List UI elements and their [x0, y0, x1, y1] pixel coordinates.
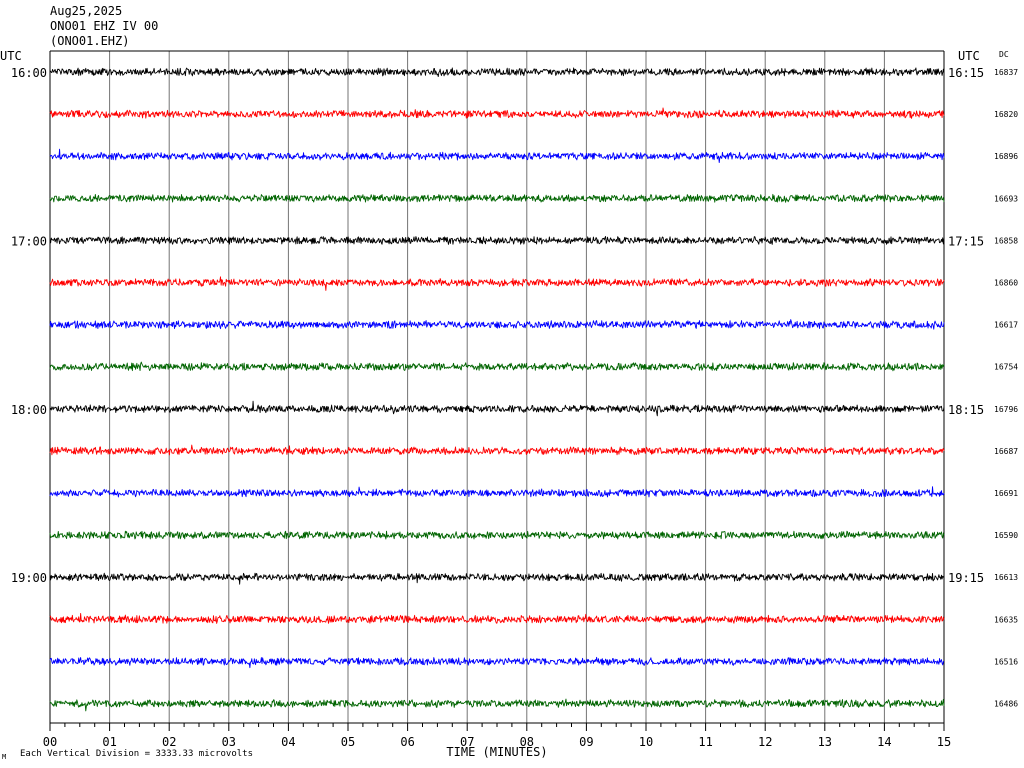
dc-value-1730: 16617	[994, 321, 1018, 330]
dc-header-label: DC	[999, 50, 1009, 59]
left-axis-label: UTC	[0, 49, 22, 63]
hour-label-right-1: 17:15	[948, 234, 984, 248]
right-axis-label: UTC	[958, 49, 980, 63]
dc-value-1915: 16635	[994, 615, 1018, 624]
division-note: Each Vertical Division = 3333.33 microvo…	[20, 749, 253, 759]
dc-value-1900: 16613	[994, 573, 1018, 582]
trace-1815	[49, 444, 945, 456]
hour-label-right-0: 16:15	[948, 66, 984, 80]
trace-1615	[49, 107, 945, 119]
trace-1945	[49, 698, 945, 712]
trace-1730	[49, 319, 945, 330]
hour-label-left-1: 17:00	[11, 234, 47, 248]
dc-value-1645: 16693	[994, 194, 1018, 203]
x-tick-label-02: 02	[162, 735, 176, 749]
x-tick-label-00: 00	[43, 735, 57, 749]
dc-value-1845: 16590	[994, 531, 1018, 540]
footer-mark: M	[2, 753, 7, 761]
x-tick-label-09: 09	[579, 735, 593, 749]
dc-value-1600: 16837	[994, 68, 1018, 77]
dc-value-1615: 16820	[994, 110, 1018, 119]
x-tick-label-13: 13	[818, 735, 832, 749]
dc-value-1945: 16486	[994, 700, 1018, 709]
station-label: ONO01 EHZ IV 00	[50, 19, 159, 33]
dc-value-1830: 16691	[994, 489, 1018, 498]
trace-1800	[49, 400, 945, 417]
x-tick-label-04: 04	[281, 735, 295, 749]
trace-1915	[49, 613, 945, 624]
x-tick-label-14: 14	[877, 735, 891, 749]
trace-1845	[49, 530, 945, 540]
trace-1745	[49, 361, 945, 372]
trace-1700	[49, 236, 945, 245]
x-tick-label-07: 07	[460, 735, 474, 749]
x-tick-label-10: 10	[639, 735, 653, 749]
hour-label-left-0: 16:00	[11, 66, 47, 80]
dc-value-1700: 16858	[994, 236, 1018, 245]
hour-label-right-2: 18:15	[948, 403, 984, 417]
trace-1600	[49, 67, 945, 78]
dc-value-1745: 16754	[994, 363, 1018, 372]
dc-value-1930: 16516	[994, 657, 1018, 666]
dc-value-1815: 16687	[994, 447, 1018, 456]
x-tick-label-01: 01	[102, 735, 116, 749]
x-tick-label-06: 06	[400, 735, 414, 749]
trace-1630	[49, 148, 945, 163]
x-tick-label-08: 08	[520, 735, 534, 749]
x-axis-label: TIME (MINUTES)	[446, 745, 547, 759]
trace-1715	[49, 276, 945, 291]
date-label: Aug25,2025	[50, 4, 123, 18]
hour-label-right-3: 19:15	[948, 571, 984, 585]
x-tick-label-15: 15	[937, 735, 951, 749]
hour-label-left-2: 18:00	[11, 403, 47, 417]
x-tick-label-12: 12	[758, 735, 772, 749]
x-tick-label-03: 03	[222, 735, 236, 749]
x-tick-label-05: 05	[341, 735, 355, 749]
x-tick-label-11: 11	[698, 735, 712, 749]
hour-label-left-3: 19:00	[11, 571, 47, 585]
dc-value-1800: 16796	[994, 405, 1018, 414]
trace-1900	[49, 572, 945, 585]
dc-value-1715: 16860	[994, 279, 1018, 288]
channel-label: (ONO01.EHZ)	[50, 34, 130, 48]
trace-1930	[49, 656, 945, 669]
trace-1830	[49, 486, 945, 498]
dc-value-1630: 16896	[994, 152, 1018, 161]
trace-1645	[49, 193, 945, 203]
